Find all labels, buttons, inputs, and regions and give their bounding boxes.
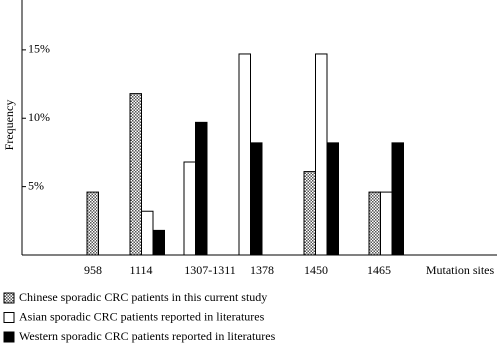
x-axis-label: Mutation sites: [426, 263, 495, 277]
bar: [183, 161, 196, 256]
legend-swatch: [3, 292, 15, 304]
y-tick-label: 10%: [28, 110, 50, 124]
bar: [368, 191, 381, 256]
bar: [303, 171, 316, 256]
bar: [250, 142, 263, 256]
y-axis-label: Frequency: [2, 100, 16, 151]
bar: [380, 191, 393, 256]
bar: [86, 191, 99, 256]
bar: [238, 53, 251, 256]
bar: [391, 142, 404, 256]
y-tick-label: 5%: [28, 178, 44, 192]
x-tick-label: 958: [84, 263, 102, 277]
y-tick-label: 15%: [28, 42, 50, 56]
legend-label: Asian sporadic CRC patients reported in …: [19, 309, 265, 323]
legend-label: Chinese sporadic CRC patients in this cu…: [19, 290, 267, 304]
x-tick-label: 1307-1311: [184, 263, 236, 277]
bar: [315, 53, 328, 256]
legend-swatch: [3, 331, 15, 343]
legend-label: Western sporadic CRC patients reported i…: [19, 329, 276, 343]
bar: [195, 121, 208, 256]
bar: [152, 229, 165, 256]
bar: [129, 93, 142, 256]
x-tick-label: 1450: [304, 263, 328, 277]
x-tick-label: 1114: [129, 263, 152, 277]
x-tick-label: 1378: [250, 263, 274, 277]
x-tick-label: 1465: [367, 263, 391, 277]
bar: [141, 210, 154, 256]
legend-swatch: [3, 312, 15, 323]
bar: [326, 142, 339, 256]
